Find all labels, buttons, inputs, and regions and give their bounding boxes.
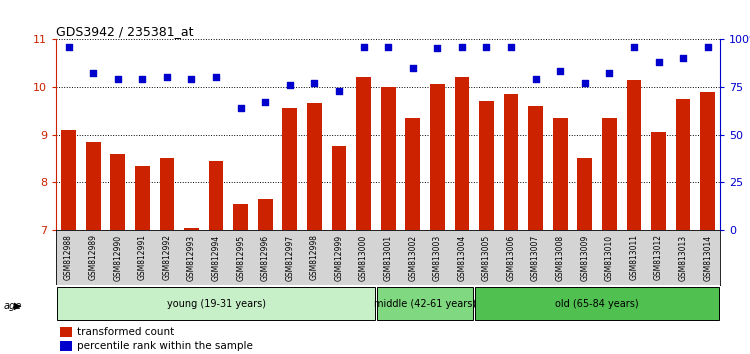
- Bar: [700, 92, 715, 230]
- Point: [603, 70, 615, 76]
- Point: [579, 80, 591, 86]
- Bar: [258, 199, 272, 230]
- Point: [456, 44, 468, 50]
- Point: [333, 88, 345, 93]
- Point: [112, 76, 124, 82]
- Point: [505, 44, 517, 50]
- Text: GSM812998: GSM812998: [310, 234, 319, 280]
- Bar: [58, 287, 374, 320]
- Text: GSM813004: GSM813004: [458, 234, 466, 281]
- Bar: [578, 159, 592, 230]
- Bar: [135, 166, 150, 230]
- Bar: [405, 118, 420, 230]
- Text: GSM812992: GSM812992: [162, 234, 171, 280]
- Point: [702, 44, 714, 50]
- Point: [87, 70, 99, 76]
- Bar: [86, 142, 100, 230]
- Point: [406, 65, 418, 70]
- Text: GSM813001: GSM813001: [383, 234, 393, 281]
- Text: GSM813003: GSM813003: [433, 234, 442, 281]
- Point: [260, 99, 272, 105]
- Bar: [602, 118, 616, 230]
- Text: GSM813006: GSM813006: [506, 234, 515, 281]
- Bar: [528, 106, 543, 230]
- Text: GSM812995: GSM812995: [236, 234, 245, 281]
- Bar: [381, 87, 395, 230]
- Bar: [377, 287, 473, 320]
- Bar: [454, 77, 470, 230]
- Text: GSM812989: GSM812989: [88, 234, 98, 280]
- Point: [235, 105, 247, 110]
- Text: GSM813002: GSM813002: [408, 234, 417, 281]
- Bar: [332, 147, 346, 230]
- Bar: [59, 327, 71, 337]
- Text: GSM812994: GSM812994: [211, 234, 220, 281]
- Point: [358, 44, 370, 50]
- Point: [210, 74, 222, 80]
- Text: old (65-84 years): old (65-84 years): [555, 298, 639, 309]
- Point: [284, 82, 296, 88]
- Point: [530, 76, 542, 82]
- Bar: [553, 118, 568, 230]
- Bar: [160, 159, 174, 230]
- Bar: [59, 341, 71, 352]
- Bar: [233, 204, 248, 230]
- Bar: [307, 103, 322, 230]
- Text: GSM812996: GSM812996: [261, 234, 270, 281]
- Bar: [209, 161, 224, 230]
- Text: young (19-31 years): young (19-31 years): [166, 298, 266, 309]
- Bar: [479, 101, 494, 230]
- Bar: [676, 99, 691, 230]
- Text: ▶: ▶: [13, 301, 21, 311]
- Point: [652, 59, 664, 65]
- Bar: [62, 130, 76, 230]
- Text: GSM812991: GSM812991: [138, 234, 147, 280]
- Text: GSM812999: GSM812999: [334, 234, 344, 281]
- Bar: [110, 154, 125, 230]
- Text: GSM813010: GSM813010: [604, 234, 613, 281]
- Text: GSM813005: GSM813005: [482, 234, 491, 281]
- Text: GSM812988: GSM812988: [64, 234, 73, 280]
- Point: [431, 46, 443, 51]
- Bar: [504, 94, 518, 230]
- Point: [308, 80, 320, 86]
- Text: GSM812993: GSM812993: [187, 234, 196, 281]
- Text: GSM813011: GSM813011: [629, 234, 638, 280]
- Text: middle (42-61 years): middle (42-61 years): [374, 298, 476, 309]
- Point: [62, 44, 74, 50]
- Text: GSM813013: GSM813013: [679, 234, 688, 281]
- Text: GSM813007: GSM813007: [531, 234, 540, 281]
- Text: GSM812997: GSM812997: [285, 234, 294, 281]
- Text: GSM813009: GSM813009: [580, 234, 590, 281]
- Bar: [283, 108, 297, 230]
- Bar: [356, 77, 371, 230]
- Text: GSM812990: GSM812990: [113, 234, 122, 281]
- Text: GSM813000: GSM813000: [359, 234, 368, 281]
- Point: [628, 44, 640, 50]
- Text: GDS3942 / 235381_at: GDS3942 / 235381_at: [56, 25, 194, 38]
- Bar: [430, 84, 445, 230]
- Text: GSM813012: GSM813012: [654, 234, 663, 280]
- Point: [160, 74, 172, 80]
- Bar: [184, 228, 199, 230]
- Text: age: age: [4, 301, 22, 311]
- Text: GSM813008: GSM813008: [556, 234, 565, 281]
- Point: [554, 69, 566, 74]
- Point: [677, 55, 689, 61]
- Point: [382, 44, 394, 50]
- Point: [185, 76, 197, 82]
- Point: [481, 44, 493, 50]
- Bar: [626, 80, 641, 230]
- Point: [136, 76, 148, 82]
- Bar: [476, 287, 718, 320]
- Text: percentile rank within the sample: percentile rank within the sample: [76, 341, 253, 352]
- Text: GSM813014: GSM813014: [704, 234, 712, 281]
- Bar: [651, 132, 666, 230]
- Text: transformed count: transformed count: [76, 327, 174, 337]
